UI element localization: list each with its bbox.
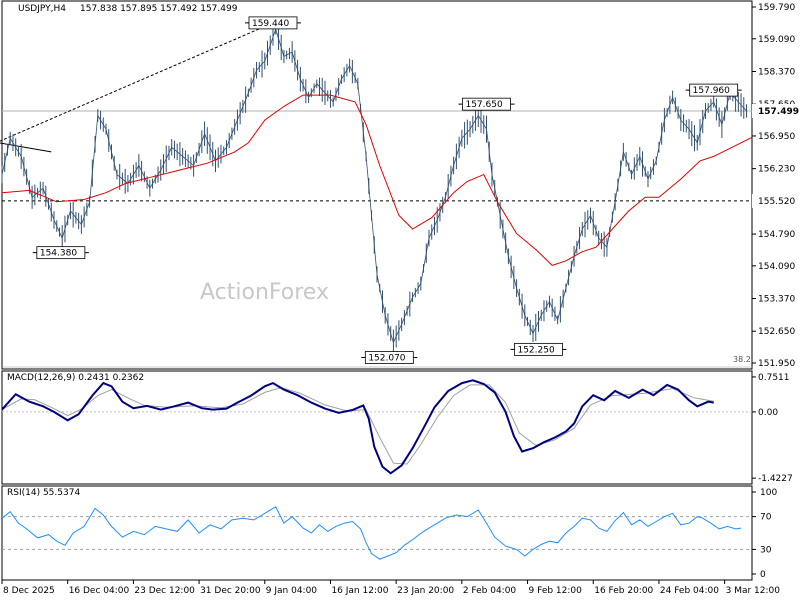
x-tick-label: 23 Jan 20:00 — [397, 586, 454, 596]
price-tick-label: 156.950 — [758, 132, 795, 142]
panel-frame-0 — [1, 0, 753, 370]
moving-average-line — [1, 94, 753, 266]
rsi-tick-label: 0 — [760, 570, 766, 580]
rsi-title: RSI(14) 55.5374 — [7, 488, 81, 498]
price-tick-label: 151.950 — [758, 359, 795, 369]
rsi-line — [1, 506, 742, 560]
x-tick-label: 9 Jan 04:00 — [266, 586, 318, 596]
x-tick-label: 2 Feb 04:00 — [463, 586, 517, 596]
watermark: ActionForex — [200, 280, 329, 305]
ohlc-header: 157.838 157.895 157.492 157.499 — [80, 4, 238, 14]
macd-signal-line — [1, 384, 714, 465]
price-line — [1, 27, 747, 344]
panel-frame-1 — [1, 370, 753, 485]
price-tick-label: 158.370 — [758, 67, 795, 77]
macd-line — [1, 379, 714, 475]
macd-tick-label: 0.7511 — [758, 373, 790, 383]
peak-label: 154.380 — [40, 249, 77, 259]
price-tick-label: 154.090 — [758, 262, 795, 272]
peak-label: 157.650 — [465, 100, 502, 110]
chart-title: USDJPY,H4 — [18, 4, 66, 14]
price-tick-label: 156.230 — [758, 165, 795, 175]
x-tick-label: 8 Dec 2025 — [3, 586, 55, 596]
price-tick-label: 152.650 — [758, 327, 795, 337]
peak-label-box — [36, 246, 86, 260]
peak-label-box — [248, 16, 298, 30]
x-tick-label: 9 Feb 12:00 — [529, 586, 583, 596]
x-tick-label: 23 Dec 12:00 — [134, 586, 195, 596]
trendline-dashed — [0, 22, 274, 142]
x-tick-label: 16 Feb 20:00 — [594, 586, 653, 596]
rsi-tick-label: 70 — [760, 513, 772, 523]
peak-label-box — [514, 342, 563, 356]
last-price-label: 157.499 — [758, 107, 799, 117]
peak-label-box — [364, 351, 414, 364]
x-tick-label: 16 Jan 12:00 — [331, 586, 388, 596]
rsi-tick-label: 100 — [760, 488, 777, 498]
panel-frame-2 — [1, 485, 753, 581]
x-tick-label: 16 Dec 04:00 — [69, 586, 130, 596]
peak-label: 152.250 — [517, 345, 554, 355]
x-tick-label: 24 Feb 04:00 — [660, 586, 719, 596]
price-tick-label: 154.790 — [758, 230, 795, 240]
fib-level-label: 38.2 — [733, 355, 751, 364]
peak-label: 157.960 — [693, 86, 730, 96]
macd-tick-label: -1.4227 — [758, 474, 793, 484]
support-level-box — [752, 193, 798, 208]
macd-title: MACD(12,26,9) 0.2431 0.2362 — [7, 373, 145, 383]
peak-label-box — [462, 97, 511, 111]
peak-label: 159.440 — [252, 19, 289, 29]
trendline-solid — [0, 142, 52, 153]
price-tick-label: 153.370 — [758, 295, 795, 305]
macd-tick-label: 0.00 — [758, 408, 778, 418]
x-tick-label: 3 Mar 12:00 — [726, 586, 781, 596]
peak-label: 152.070 — [368, 354, 405, 364]
peak-label-box — [689, 83, 739, 97]
price-tick-label: 159.790 — [758, 3, 795, 13]
support-level-label: 155.520 — [758, 197, 795, 207]
x-tick-label: 31 Dec 20:00 — [200, 586, 261, 596]
last-price-box — [752, 104, 798, 119]
rsi-tick-label: 30 — [760, 545, 772, 555]
price-tick-label: 159.090 — [758, 35, 795, 45]
